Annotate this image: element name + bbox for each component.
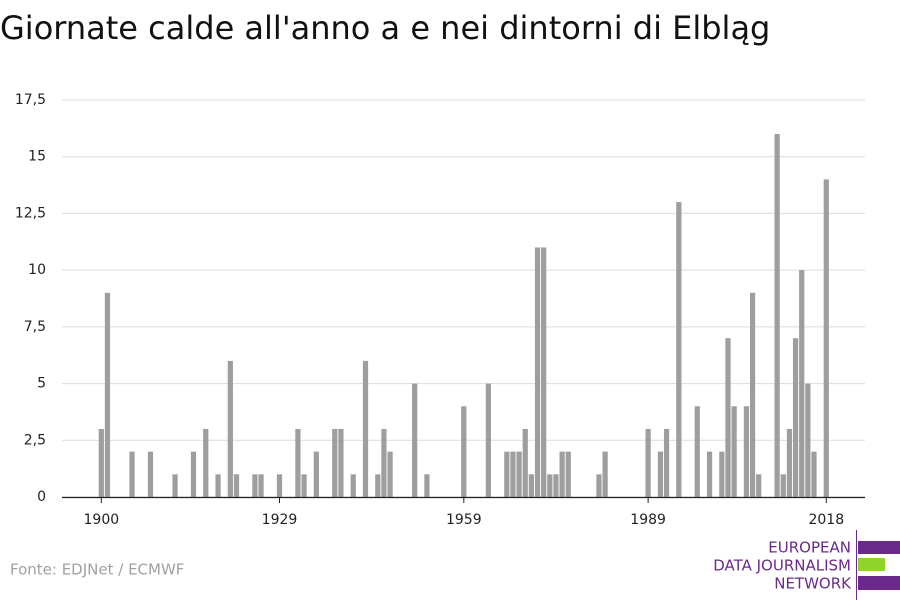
- bar: [313, 451, 319, 497]
- bar: [190, 451, 197, 497]
- bar: [645, 428, 651, 497]
- bar: [559, 451, 565, 497]
- bar: [504, 451, 510, 497]
- bar: [706, 451, 713, 497]
- logo-text: NETWORK: [774, 575, 852, 593]
- source: Fonte: EDJNet / ECMWF: [10, 561, 184, 579]
- bar: [227, 360, 233, 497]
- bar: [461, 406, 467, 497]
- bar: [756, 474, 762, 497]
- bar: [276, 474, 283, 497]
- bar: [749, 292, 756, 497]
- bar: [522, 428, 528, 497]
- bar: [799, 270, 805, 497]
- logo-text: DATA JOURNALISM: [713, 557, 851, 575]
- bar: [547, 474, 553, 497]
- bar: [381, 428, 387, 497]
- y-tick-label: 7,5: [24, 319, 46, 335]
- logo: EUROPEAN DATA JOURNALISM NETWORK: [713, 530, 900, 600]
- bar: [252, 474, 258, 497]
- bar: [129, 451, 135, 497]
- bar: [362, 360, 369, 497]
- y-tick-label: 2,5: [24, 432, 46, 448]
- y-tick-label: 10: [28, 262, 46, 278]
- bar: [375, 474, 381, 497]
- x-tick-label: 1959: [446, 512, 482, 528]
- x-tick-label: 2018: [808, 512, 844, 528]
- bar: [805, 383, 811, 497]
- bar: [412, 383, 418, 497]
- bar: [823, 179, 829, 497]
- y-tick-label: 17,5: [15, 92, 46, 108]
- x-tick-label: 1900: [84, 512, 120, 528]
- bar: [338, 428, 344, 497]
- logo-bar: [858, 541, 900, 554]
- y-tick-label: 15: [28, 149, 46, 165]
- x-tick-label: 1929: [262, 512, 298, 528]
- bar: [663, 428, 670, 497]
- bar: [811, 451, 817, 497]
- bar: [553, 474, 559, 497]
- bar: [147, 451, 154, 497]
- bar: [786, 428, 793, 497]
- bar: [301, 474, 307, 497]
- bar: [657, 451, 664, 497]
- bar: [98, 428, 104, 497]
- y-tick-label: 12,5: [15, 205, 46, 221]
- bar: [516, 451, 522, 497]
- bar: [774, 134, 780, 497]
- bar: [424, 474, 430, 497]
- bar: [104, 292, 111, 497]
- bar: [719, 451, 725, 497]
- bar: [780, 474, 786, 497]
- bar: [172, 474, 178, 497]
- bar: [725, 338, 731, 497]
- bar: [485, 383, 491, 497]
- x-tick-label: 1989: [630, 512, 666, 528]
- bar: [332, 428, 338, 497]
- bar: [743, 406, 750, 497]
- bar: [596, 474, 602, 497]
- bar: [731, 406, 737, 497]
- bar: [350, 474, 356, 497]
- logo-bar: [858, 558, 885, 571]
- bar: [295, 428, 301, 497]
- bar: [528, 474, 535, 497]
- bar: [534, 247, 541, 497]
- bar: [541, 247, 547, 497]
- bar: [602, 451, 608, 497]
- bar: [258, 474, 264, 497]
- bar: [510, 451, 516, 497]
- y-tick-label: 0: [37, 489, 46, 505]
- bar: [203, 428, 209, 497]
- bar: [233, 474, 240, 497]
- bar: [565, 451, 571, 497]
- bar: [792, 338, 799, 497]
- chart-title: Giornate calde all'anno a e nei dintorni…: [0, 9, 770, 47]
- logo-text: EUROPEAN: [768, 539, 851, 557]
- bar: [387, 451, 393, 497]
- y-tick-label: 5: [37, 376, 46, 392]
- bar: [694, 406, 700, 497]
- logo-bar: [858, 576, 900, 590]
- bar: [676, 202, 682, 498]
- bar: [215, 474, 221, 497]
